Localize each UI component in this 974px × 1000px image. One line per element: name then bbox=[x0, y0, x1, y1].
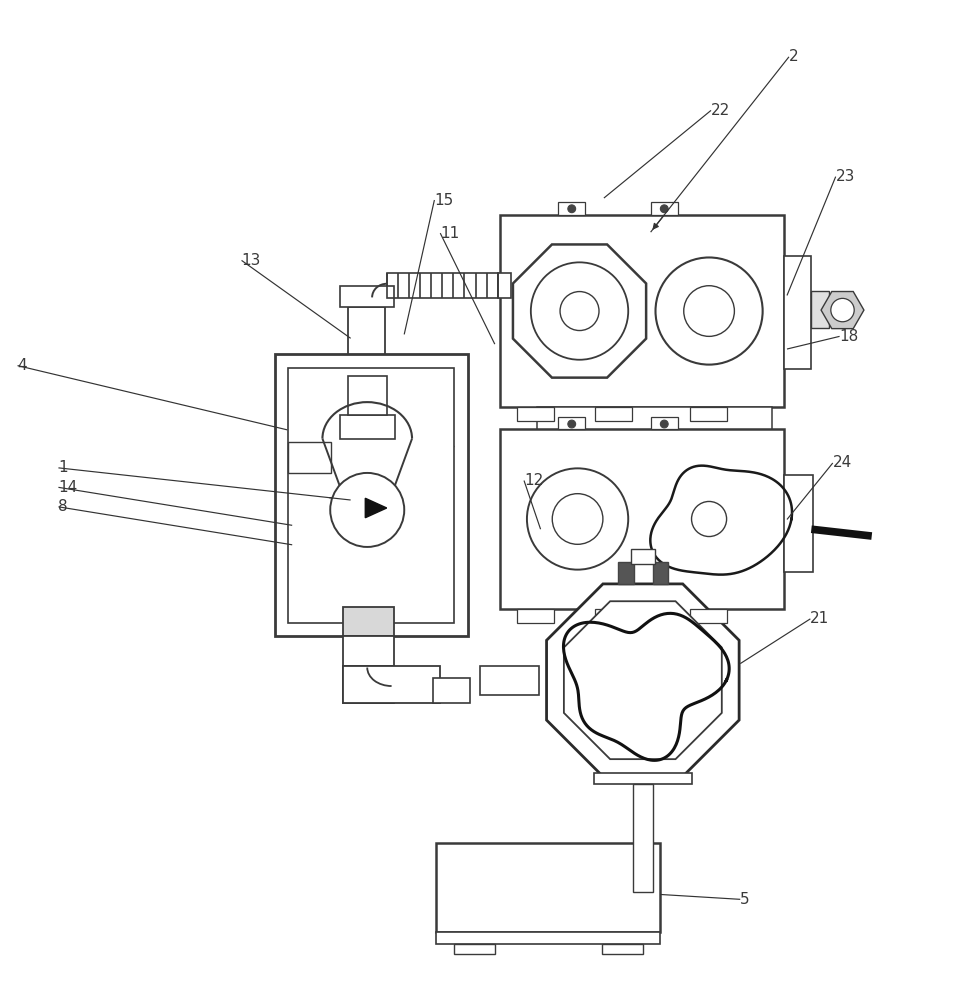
Bar bbox=[348, 307, 385, 354]
Bar bbox=[498, 273, 511, 298]
Circle shape bbox=[660, 420, 668, 428]
Bar bbox=[690, 407, 727, 421]
Bar bbox=[288, 368, 454, 623]
Circle shape bbox=[831, 298, 854, 322]
Circle shape bbox=[660, 205, 668, 213]
Bar bbox=[637, 621, 647, 632]
Bar bbox=[633, 784, 653, 892]
Polygon shape bbox=[365, 498, 387, 518]
Bar bbox=[595, 609, 632, 623]
Bar bbox=[558, 202, 585, 215]
Circle shape bbox=[656, 257, 763, 365]
Text: 1: 1 bbox=[58, 460, 68, 475]
Polygon shape bbox=[651, 466, 792, 575]
Polygon shape bbox=[564, 601, 722, 759]
Text: 5: 5 bbox=[740, 892, 750, 907]
Text: 24: 24 bbox=[833, 455, 852, 470]
Circle shape bbox=[692, 501, 727, 537]
Bar bbox=[500, 429, 784, 609]
Bar bbox=[433, 678, 470, 703]
Bar bbox=[340, 415, 394, 439]
Bar bbox=[500, 215, 784, 407]
Bar bbox=[651, 202, 678, 215]
Bar bbox=[784, 475, 813, 572]
Circle shape bbox=[330, 473, 404, 547]
Bar bbox=[537, 407, 772, 429]
Text: 13: 13 bbox=[242, 253, 261, 268]
Bar bbox=[517, 407, 554, 421]
Bar bbox=[517, 609, 554, 623]
Bar bbox=[343, 666, 393, 703]
Bar bbox=[387, 273, 498, 298]
Bar bbox=[784, 256, 811, 369]
Text: 21: 21 bbox=[810, 611, 830, 626]
Text: 11: 11 bbox=[440, 226, 460, 241]
Bar bbox=[348, 376, 387, 415]
Circle shape bbox=[684, 286, 734, 336]
Polygon shape bbox=[821, 292, 864, 329]
Bar bbox=[288, 442, 331, 473]
Bar bbox=[436, 932, 660, 944]
Bar bbox=[618, 562, 634, 584]
Polygon shape bbox=[513, 244, 646, 378]
Bar bbox=[690, 609, 727, 623]
Bar bbox=[631, 549, 655, 564]
Text: 12: 12 bbox=[524, 473, 543, 488]
Circle shape bbox=[527, 468, 628, 570]
Bar bbox=[343, 636, 393, 668]
Circle shape bbox=[568, 205, 576, 213]
Bar bbox=[653, 562, 668, 584]
Text: 2: 2 bbox=[789, 49, 799, 64]
Text: 4: 4 bbox=[18, 358, 27, 373]
Text: 18: 18 bbox=[840, 329, 859, 344]
Bar bbox=[811, 291, 829, 328]
Text: 8: 8 bbox=[58, 499, 68, 514]
Bar bbox=[340, 286, 393, 307]
Text: 14: 14 bbox=[58, 480, 78, 495]
Bar bbox=[595, 407, 632, 421]
Bar bbox=[436, 843, 660, 932]
Text: 23: 23 bbox=[836, 169, 855, 184]
Text: 15: 15 bbox=[434, 193, 454, 208]
Bar bbox=[651, 417, 678, 429]
Bar bbox=[594, 773, 692, 784]
Bar bbox=[454, 944, 495, 954]
Bar bbox=[480, 666, 539, 695]
Polygon shape bbox=[546, 584, 739, 776]
Bar bbox=[343, 666, 440, 703]
Circle shape bbox=[568, 420, 576, 428]
Text: 22: 22 bbox=[711, 103, 730, 118]
Circle shape bbox=[531, 262, 628, 360]
Circle shape bbox=[560, 292, 599, 331]
Bar bbox=[602, 944, 643, 954]
Bar bbox=[558, 417, 585, 429]
Bar bbox=[275, 354, 468, 636]
Bar bbox=[343, 607, 393, 636]
Circle shape bbox=[552, 494, 603, 544]
